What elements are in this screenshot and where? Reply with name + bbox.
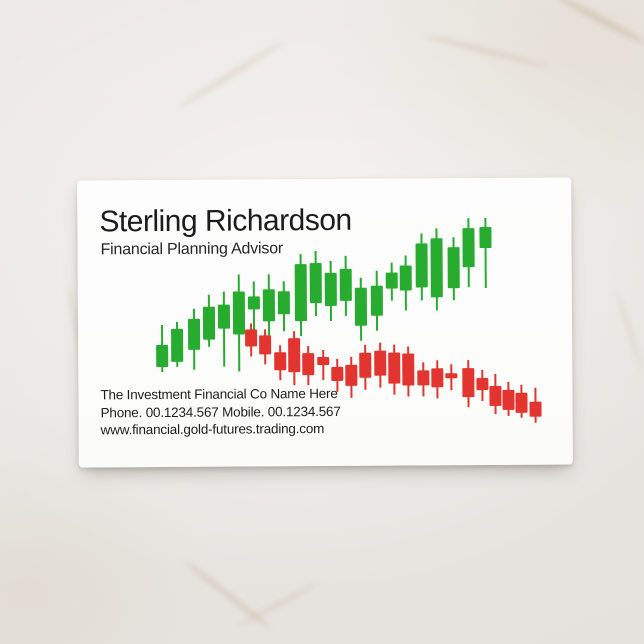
downtrend-red-candle-body bbox=[345, 364, 358, 386]
downtrend-red-candle-body bbox=[417, 370, 430, 386]
uptrend-green-candle-body bbox=[324, 272, 337, 307]
downtrend-red-candle-body bbox=[476, 378, 489, 391]
marble-vein bbox=[614, 291, 644, 374]
uptrend-green-candle-body bbox=[171, 328, 184, 362]
downtrend-red-candle-body bbox=[359, 352, 372, 378]
uptrend-green-candle-body bbox=[156, 344, 169, 368]
uptrend-green-candle-body bbox=[354, 287, 368, 326]
uptrend-green-candle-body bbox=[385, 272, 398, 289]
uptrend-green-candle-body bbox=[415, 243, 428, 288]
downtrend-red-candle-body bbox=[431, 368, 444, 388]
marble-vein bbox=[182, 558, 274, 632]
uptrend-green-candle-body bbox=[217, 304, 231, 329]
business-card: Sterling Richardson Financial Planning A… bbox=[77, 177, 573, 468]
uptrend-green-candle-body bbox=[399, 265, 412, 291]
downtrend-red-candle-body bbox=[259, 335, 272, 355]
marble-vein bbox=[552, 0, 644, 47]
marble-vein bbox=[421, 32, 549, 69]
downtrend-red-candle-body bbox=[388, 352, 401, 384]
cardholder-name: Sterling Richardson bbox=[99, 203, 352, 239]
downtrend-red-candle-body bbox=[529, 401, 542, 417]
uptrend-green-candle-body bbox=[339, 268, 352, 301]
downtrend-red-candle-body bbox=[515, 392, 528, 413]
uptrend-green-candle-body bbox=[247, 296, 260, 310]
uptrend-green-candle-body bbox=[202, 306, 216, 340]
uptrend-green-candle-body bbox=[479, 226, 492, 249]
downtrend-red-candle-body bbox=[502, 389, 515, 410]
downtrend-red-candle-body bbox=[462, 368, 475, 398]
downtrend-red-candle-body bbox=[317, 356, 330, 366]
contact-block: The Investment Financial Co Name Here Ph… bbox=[100, 385, 340, 439]
website-url: www.financial.gold-futures.trading.com bbox=[100, 421, 325, 438]
downtrend-red-candle-body bbox=[402, 353, 415, 386]
downtrend-red-candle-body bbox=[288, 338, 301, 373]
uptrend-green-candle-body bbox=[232, 291, 246, 335]
downtrend-red-candle-body bbox=[445, 373, 458, 379]
cardholder-job-title: Financial Planning Advisor bbox=[100, 240, 284, 259]
downtrend-red-candle-body bbox=[331, 366, 344, 381]
uptrend-green-candle-wick bbox=[222, 291, 226, 367]
uptrend-green-candle-body bbox=[447, 247, 460, 289]
uptrend-green-candle-body bbox=[309, 263, 322, 304]
uptrend-green-candle-body bbox=[370, 285, 383, 316]
marble-vein bbox=[236, 580, 320, 629]
company-name: The Investment Financial Co Name Here bbox=[100, 385, 338, 403]
downtrend-red-candle-body bbox=[302, 353, 315, 376]
downtrend-red-candle-body bbox=[245, 329, 258, 347]
downtrend-red-candle-body bbox=[489, 385, 502, 406]
uptrend-green-candle-body bbox=[277, 291, 290, 315]
phone-mobile-line: Phone. 00.1234.567 Mobile. 00.1234.567 bbox=[100, 403, 341, 420]
downtrend-red-candle-body bbox=[374, 350, 387, 376]
uptrend-green-candle-body bbox=[294, 264, 307, 322]
marble-vein bbox=[176, 38, 286, 111]
uptrend-green-candle-body bbox=[187, 318, 201, 350]
uptrend-green-candle-body bbox=[462, 228, 475, 268]
uptrend-green-candle-body bbox=[262, 289, 275, 322]
downtrend-red-candle-body bbox=[274, 352, 287, 371]
uptrend-green-candle-body bbox=[430, 238, 443, 298]
